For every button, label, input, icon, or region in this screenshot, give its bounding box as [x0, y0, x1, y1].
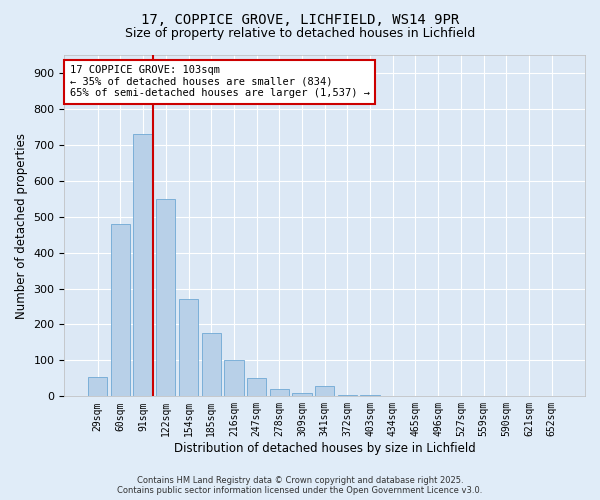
Bar: [292, 392, 311, 396]
Bar: [361, 394, 380, 396]
Text: 17 COPPICE GROVE: 103sqm
← 35% of detached houses are smaller (834)
65% of semi-: 17 COPPICE GROVE: 103sqm ← 35% of detach…: [70, 65, 370, 98]
Bar: [179, 300, 198, 396]
Bar: [133, 134, 153, 396]
Bar: [202, 334, 221, 396]
Bar: [224, 360, 244, 396]
Text: Contains HM Land Registry data © Crown copyright and database right 2025.
Contai: Contains HM Land Registry data © Crown c…: [118, 476, 482, 495]
X-axis label: Distribution of detached houses by size in Lichfield: Distribution of detached houses by size …: [174, 442, 476, 455]
Bar: [111, 224, 130, 396]
Text: Size of property relative to detached houses in Lichfield: Size of property relative to detached ho…: [125, 28, 475, 40]
Bar: [247, 378, 266, 396]
Bar: [315, 386, 334, 396]
Text: 17, COPPICE GROVE, LICHFIELD, WS14 9PR: 17, COPPICE GROVE, LICHFIELD, WS14 9PR: [141, 12, 459, 26]
Bar: [88, 376, 107, 396]
Bar: [338, 394, 357, 396]
Y-axis label: Number of detached properties: Number of detached properties: [15, 132, 28, 318]
Bar: [156, 198, 175, 396]
Bar: [269, 389, 289, 396]
